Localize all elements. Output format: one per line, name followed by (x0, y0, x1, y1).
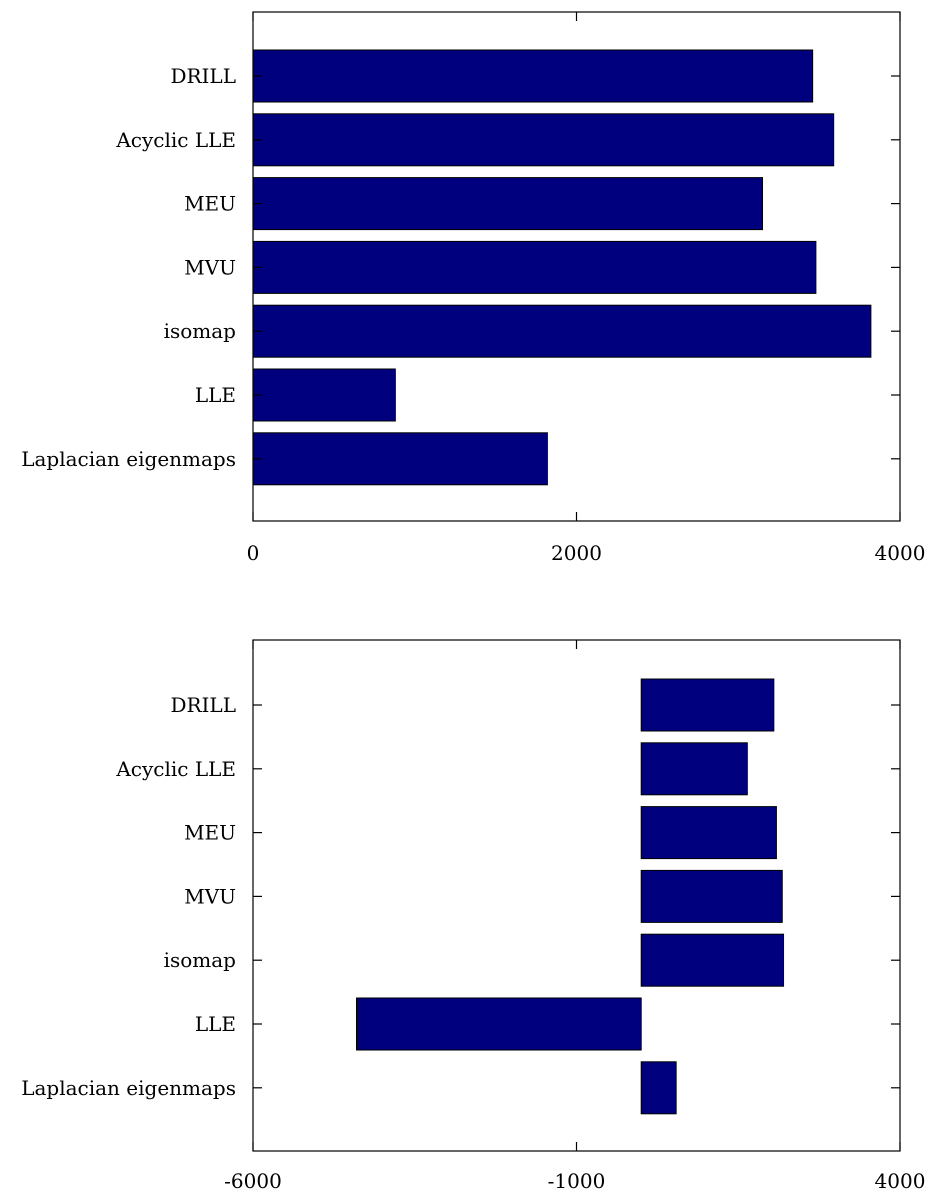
category-label-2: DRILL (170, 693, 236, 717)
x-tick-label-1: 0 (247, 541, 260, 565)
category-label-2: MEU (184, 821, 236, 845)
category-label-1: Acyclic LLE (115, 128, 236, 152)
category-label-2: LLE (195, 1012, 236, 1036)
bar-2 (640, 933, 785, 987)
bar-2 (640, 678, 775, 732)
category-label-1: Laplacian eigenmaps (21, 447, 236, 471)
bar-2 (640, 1061, 677, 1115)
bar-1 (252, 177, 764, 231)
bar-1 (252, 240, 817, 294)
category-label-1: MVU (184, 255, 236, 279)
bar-1 (252, 432, 548, 486)
x-tick-label-2: 4000 (875, 1169, 926, 1193)
category-label-1: DRILL (170, 64, 236, 88)
category-label-2: MVU (184, 884, 236, 908)
bar-1 (252, 304, 872, 358)
bar-1 (252, 49, 814, 103)
bar-2 (640, 869, 783, 923)
x-tick-label-1: 2000 (551, 541, 602, 565)
x-tick-label-2: -6000 (224, 1169, 282, 1193)
bar-2 (640, 806, 777, 860)
x-tick-label-2: -1000 (548, 1169, 606, 1193)
bar-1 (252, 368, 396, 422)
bar-2 (640, 742, 748, 796)
bar-2 (356, 997, 642, 1051)
category-label-1: LLE (195, 383, 236, 407)
category-label-1: isomap (164, 319, 236, 343)
category-label-2: isomap (164, 948, 236, 972)
category-label-1: MEU (184, 192, 236, 216)
x-tick-label-1: 4000 (875, 541, 926, 565)
plot-frame-2 (252, 639, 901, 1152)
category-label-2: Laplacian eigenmaps (21, 1076, 236, 1100)
category-label-2: Acyclic LLE (115, 757, 236, 781)
bar-1 (252, 113, 835, 167)
